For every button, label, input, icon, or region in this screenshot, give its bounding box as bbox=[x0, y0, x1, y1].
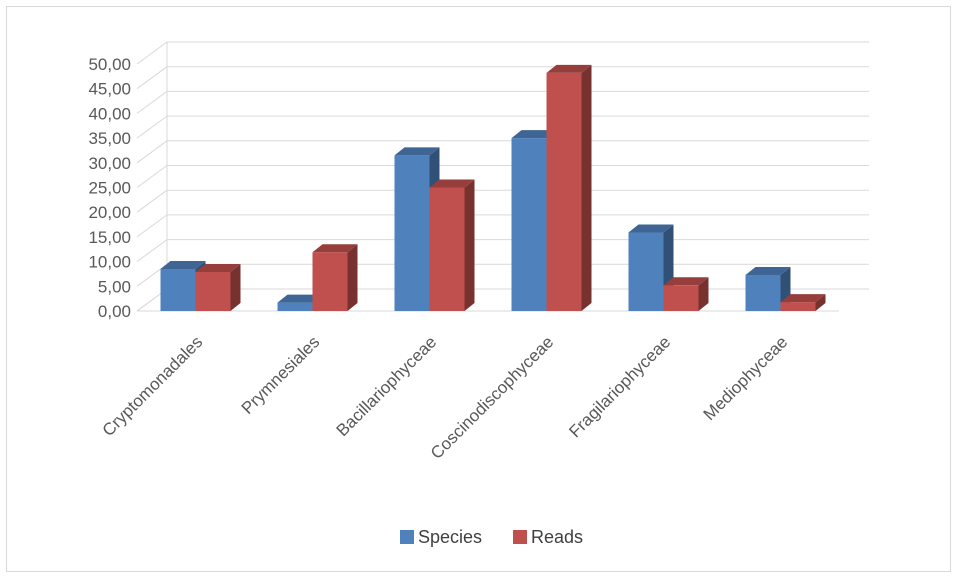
bar-side bbox=[230, 263, 241, 311]
bar-front bbox=[628, 232, 664, 311]
bar-reads bbox=[663, 277, 709, 311]
bar-top bbox=[511, 130, 557, 139]
x-tick-label: Coscinodiscophyceae bbox=[427, 332, 557, 462]
bars bbox=[160, 64, 826, 311]
y-tick-label: 30,00 bbox=[88, 154, 131, 173]
bar-top bbox=[429, 179, 475, 188]
y-tick-label: 10,00 bbox=[88, 253, 131, 272]
bar-reads bbox=[312, 244, 358, 311]
gridline-diagonal bbox=[136, 239, 168, 263]
bar-side bbox=[815, 294, 826, 311]
gridline-diagonal bbox=[136, 66, 168, 90]
bar-reads bbox=[780, 294, 826, 311]
gridline-diagonal bbox=[136, 41, 168, 65]
x-tick-label: Fragilariophyceae bbox=[565, 332, 674, 441]
x-axis: Cryptomonadales Prymnesiales Bacillariophy… bbox=[99, 332, 792, 462]
y-tick-label: 45,00 bbox=[88, 80, 131, 99]
bar-top bbox=[663, 277, 709, 286]
bar-top bbox=[780, 294, 826, 303]
y-tick-label: 20,00 bbox=[88, 203, 131, 222]
bar-top bbox=[745, 266, 791, 275]
legend-label: Species bbox=[418, 527, 482, 547]
gridline-diagonal bbox=[136, 214, 168, 238]
bar-reads bbox=[429, 179, 475, 311]
bar-top bbox=[160, 261, 206, 270]
bar-top bbox=[546, 64, 592, 73]
y-tick-label: 35,00 bbox=[88, 129, 131, 148]
y-tick-label: 40,00 bbox=[88, 104, 131, 123]
bar-front bbox=[160, 269, 196, 311]
gridline-diagonal bbox=[136, 90, 168, 114]
x-tick-label: Prymnesiales bbox=[238, 332, 324, 418]
bar-front bbox=[663, 285, 699, 311]
x-tick-label: Cryptomonadales bbox=[99, 332, 207, 440]
y-tick-label: 25,00 bbox=[88, 179, 131, 198]
bar-front bbox=[394, 155, 430, 311]
legend-item: Reads bbox=[513, 527, 583, 547]
bar-front bbox=[546, 72, 582, 311]
bar-front bbox=[195, 271, 231, 311]
bar-reads bbox=[195, 263, 241, 311]
chart-svg: 0,00 5,00 10,00 15,00 20,00 25,00 30,00 35,00 40… bbox=[88, 41, 869, 547]
y-axis: 0,00 5,00 10,00 15,00 20,00 25,00 30,00 35,00 40… bbox=[88, 55, 131, 321]
legend-swatch bbox=[400, 530, 414, 544]
bar-top bbox=[394, 147, 440, 156]
bar-side bbox=[347, 244, 358, 311]
gridline-diagonal bbox=[136, 165, 168, 188]
gridline-diagonal bbox=[136, 189, 168, 213]
y-tick-label: 50,00 bbox=[88, 55, 131, 74]
bar-front bbox=[277, 302, 313, 311]
x-tick-label: Mediophyceae bbox=[700, 332, 792, 424]
y-tick-label: 15,00 bbox=[88, 228, 131, 247]
bar-top bbox=[312, 244, 358, 253]
bar-top bbox=[195, 263, 241, 272]
x-tick-label: Bacillariophyceae bbox=[333, 332, 441, 440]
gridline-diagonal bbox=[136, 115, 168, 139]
legend-label: Reads bbox=[531, 527, 583, 547]
legend-item: Species bbox=[400, 527, 482, 547]
bar-front bbox=[745, 274, 781, 311]
bar-front bbox=[511, 138, 547, 311]
bar-top bbox=[628, 224, 674, 233]
y-tick-label: 0,00 bbox=[98, 302, 131, 321]
bar-front bbox=[780, 302, 816, 311]
bar-side bbox=[581, 64, 592, 311]
bar-reads bbox=[546, 64, 592, 311]
bar-front bbox=[312, 252, 348, 311]
legend: Species Reads bbox=[400, 527, 583, 547]
bar-side bbox=[698, 277, 709, 311]
bar-top bbox=[277, 294, 323, 303]
y-tick-label: 5,00 bbox=[98, 277, 131, 296]
gridline-diagonal bbox=[136, 140, 168, 164]
bar-side bbox=[464, 179, 475, 311]
chart-frame: 0,00 5,00 10,00 15,00 20,00 25,00 30,00 35,00 40… bbox=[6, 6, 951, 572]
bar-species bbox=[628, 224, 674, 311]
legend-swatch bbox=[513, 530, 527, 544]
bar-front bbox=[429, 187, 465, 311]
